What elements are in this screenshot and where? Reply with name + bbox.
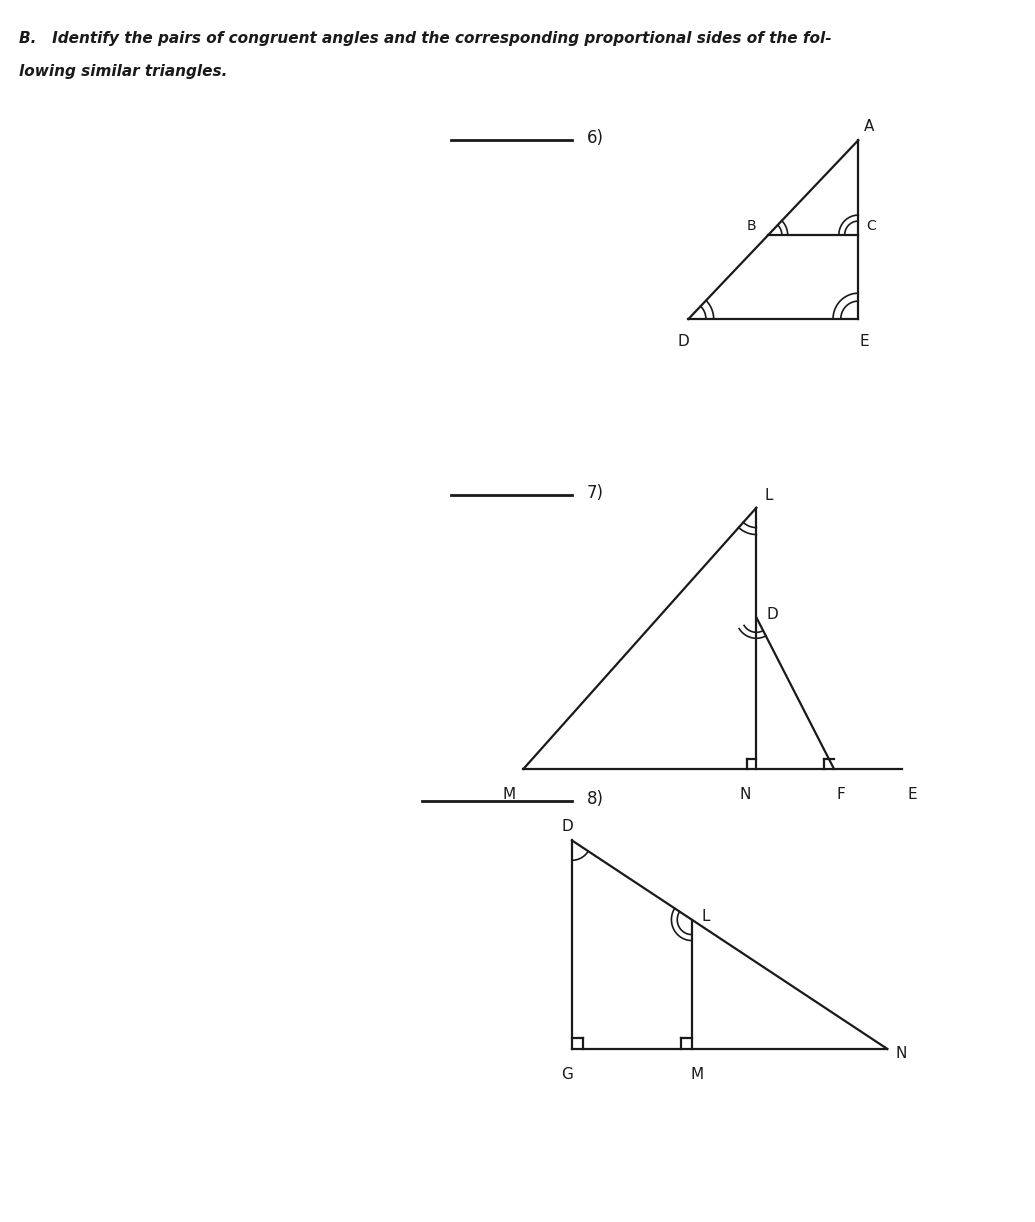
Text: E: E — [859, 334, 869, 349]
Text: lowing similar triangles.: lowing similar triangles. — [19, 64, 227, 78]
Text: D: D — [678, 334, 689, 349]
Text: D: D — [766, 607, 778, 622]
Text: M: M — [690, 1067, 703, 1081]
Text: 8): 8) — [587, 789, 603, 808]
Text: C: C — [866, 219, 876, 233]
Text: E: E — [908, 787, 917, 802]
Text: L: L — [764, 488, 772, 502]
Text: A: A — [864, 120, 875, 134]
Text: B: B — [747, 219, 757, 233]
Text: 6): 6) — [587, 130, 603, 147]
Text: B.   Identify the pairs of congruent angles and the corresponding proportional s: B. Identify the pairs of congruent angle… — [19, 31, 831, 46]
Text: G: G — [561, 1067, 573, 1081]
Text: L: L — [702, 909, 710, 924]
Text: N: N — [739, 787, 750, 802]
Text: M: M — [502, 787, 515, 802]
Text: F: F — [837, 787, 846, 802]
Text: N: N — [895, 1046, 907, 1062]
Text: D: D — [561, 820, 573, 835]
Text: 7): 7) — [587, 484, 603, 502]
